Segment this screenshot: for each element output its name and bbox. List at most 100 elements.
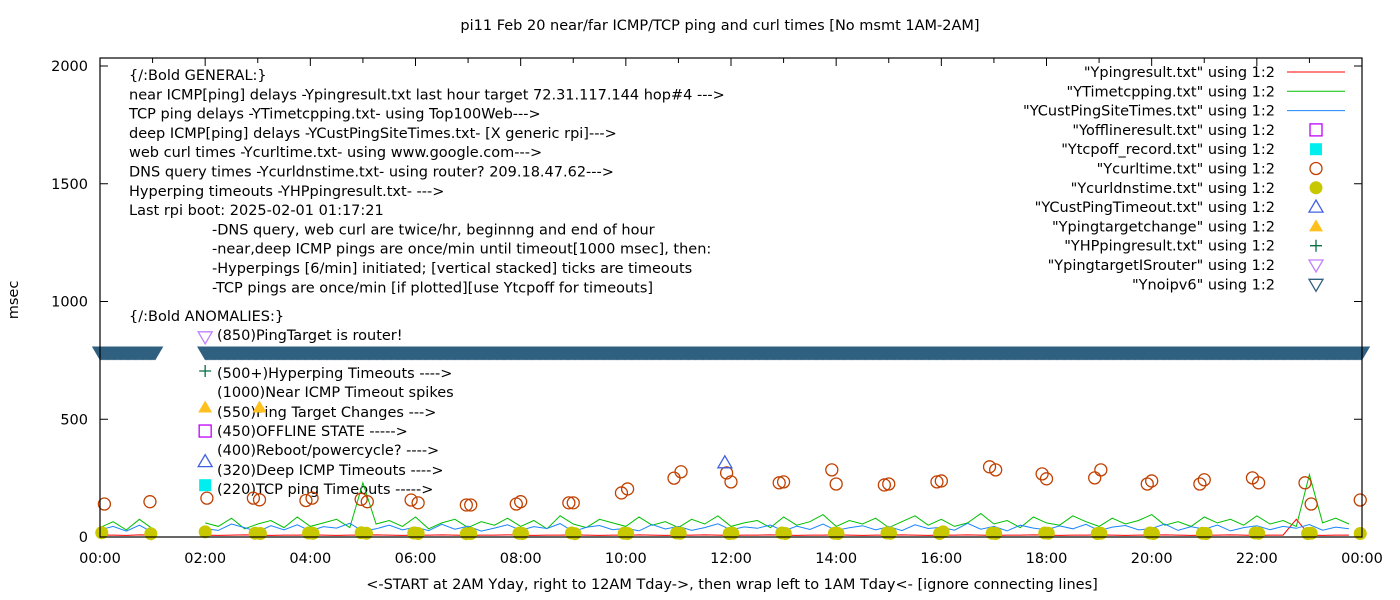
marker-ycurltime-txt-using-1-2 [825, 463, 839, 477]
y-tick-label: 1000 [51, 295, 88, 311]
annotation-anomaly: (850)PingTarget is router! [217, 328, 403, 344]
marker-ycurltime-txt-using-1-2 [97, 497, 112, 511]
x-tick-label: 00:00 [79, 551, 121, 567]
marker-ycurldnstime-txt-using-1-2 [1252, 526, 1266, 540]
annotation-anomaly: (1000)Near ICMP Timeout spikes [217, 385, 454, 401]
marker-ycurldnstime-txt-using-1-2 [1353, 526, 1367, 540]
legend-marker-sample [1307, 198, 1325, 213]
annotation-note: -Hyperpings [6/min] initiated; [vertical… [212, 261, 692, 277]
marker-ycurldnstime-txt-using-1-2 [1304, 526, 1318, 540]
marker-ycustpingtimeout-txt-using-1-2 [197, 453, 214, 468]
annotation-general: {/:Bold GENERAL:} [129, 68, 267, 84]
legend-marker-sample [1307, 278, 1325, 293]
marker-ycurldnstime-txt-using-1-2 [198, 525, 212, 539]
annotation-anomalies-heading: {/:Bold ANOMALIES:} [129, 309, 284, 325]
marker-ycurltime-txt-using-1-2 [464, 498, 478, 512]
annotation-anomaly: (220)TCP ping Timeouts -----> [217, 482, 433, 498]
legend-label: "Ycurldnstime.txt" using 1:2 [1071, 181, 1275, 197]
annotation-note: -TCP pings are once/min [if plotted][use… [212, 280, 653, 296]
annotation-anomaly: (550)Ping Target Changes ---> [217, 405, 436, 421]
annotation-general: TCP ping delays -YTimetcpping.txt- using… [128, 107, 541, 123]
marker-ycurldnstime-txt-using-1-2 [515, 526, 529, 540]
marker-ycurltime-txt-using-1-2 [1197, 473, 1211, 487]
marker-ycurltime-txt-using-1-2 [934, 474, 948, 488]
legend-label: "Ynoipv6" using 1:2 [1132, 277, 1275, 293]
marker-ypingtargetchange-using-1-2 [252, 400, 267, 413]
marker-ycurldnstime-txt-using-1-2 [306, 526, 320, 540]
legend-label: "Ypingresult.txt" using 1:2 [1084, 65, 1275, 81]
marker-ycurldnstime-txt-using-1-2 [411, 526, 425, 540]
marker-ycurldnstime-txt-using-1-2 [1199, 526, 1213, 540]
marker-ycurltime-txt-using-1-2 [1298, 476, 1312, 490]
marker-ycurltime-txt-using-1-2 [252, 493, 267, 507]
legend-label: "YCustPingSiteTimes.txt" using 1:2 [1023, 104, 1275, 120]
legend-label: "YTimetcpping.txt" using 1:2 [1067, 84, 1275, 100]
annotation-general: DNS query times -Ycurldnstime.txt- using… [129, 165, 614, 181]
marker-ycurltime-txt-using-1-2 [1039, 472, 1054, 486]
marker-ynoipv6-using-1-2 [147, 346, 164, 361]
plot-area: 0 500 1000 1500 2000 00:00 02:00 04:00 06:00 08:0… [51, 58, 1383, 567]
marker-ycurltime-txt-using-1-2 [719, 466, 734, 480]
marker-ycurltime-txt-using-1-2 [674, 465, 688, 479]
marker-ycurldnstime-txt-using-1-2 [1094, 526, 1108, 540]
marker-ycurltime-txt-using-1-2 [989, 463, 1003, 477]
annotation-anomaly: (450)OFFLINE STATE -----> [217, 424, 408, 440]
legend-marker-sample [1309, 181, 1323, 195]
marker-ycurltime-txt-using-1-2 [829, 477, 843, 491]
x-tick-label: 10:00 [605, 551, 647, 567]
marker-ycurldnstime-txt-using-1-2 [1041, 526, 1055, 540]
marker-ycurltime-txt-using-1-2 [1353, 493, 1367, 507]
annotation-general: web curl times -Ycurltime.txt- using www… [129, 145, 542, 161]
y-axis-label: msec [6, 281, 22, 320]
marker-ycurltime-txt-using-1-2 [360, 495, 374, 509]
legend-marker-sample [1309, 161, 1323, 176]
marker-ycurltime-txt-using-1-2 [299, 493, 313, 508]
marker-ycurldnstime-txt-using-1-2 [1146, 526, 1160, 540]
marker-ycurltime-txt-using-1-2 [143, 495, 157, 509]
marker-ycurltime-txt-using-1-2 [882, 477, 896, 491]
x-tick-label: 02:00 [184, 551, 226, 567]
y-tick-label: 2000 [51, 59, 88, 75]
annotation-general: Hyperping timeouts -YHPpingresult.txt- -… [129, 184, 444, 200]
marker-ycurltime-txt-using-1-2 [514, 495, 528, 509]
marker-ycurltime-txt-using-1-2 [566, 496, 580, 510]
marker-ycurldnstime-txt-using-1-2 [884, 526, 898, 540]
annotation-note: -near,deep ICMP pings are once/min until… [212, 242, 711, 258]
legend-label: "Ytcpoff_record.txt" using 1:2 [1061, 142, 1275, 158]
legend-marker-sample [1309, 123, 1323, 137]
marker-ycurldnstime-txt-using-1-2 [778, 526, 792, 540]
marker-ycurltime-txt-using-1-2 [459, 498, 473, 512]
marker-ycurltime-txt-using-1-2 [1088, 471, 1102, 485]
legend-label: "Yofflineresult.txt" using 1:2 [1072, 123, 1275, 139]
annotation-anomaly: (400)Reboot/powercycle? ----> [217, 443, 439, 459]
legend-label: "Ycurltime.txt" using 1:2 [1097, 162, 1275, 178]
annotation-anomaly: (500+)Hyperping Timeouts ----> [217, 366, 452, 382]
marker-ytcpoff-record-txt-using-1-2 [199, 479, 212, 492]
legend-marker-sample [1307, 259, 1325, 274]
series-line-ycustpingsitetimes-txt-using-1-2 [99, 522, 1349, 533]
legend-label: "YpingtargetISrouter" using 1:2 [1048, 258, 1275, 274]
plot-frame [99, 57, 1363, 538]
marker-ycurldnstime-txt-using-1-2 [95, 526, 109, 540]
marker-ycurltime-txt-using-1-2 [305, 491, 319, 505]
marker-ycustpingtimeout-txt-using-1-2 [716, 454, 733, 469]
marker-ycurldnstime-txt-using-1-2 [144, 527, 158, 541]
marker-ycurltime-txt-using-1-2 [772, 476, 786, 490]
chart-title: pi11 Feb 20 near/far ICMP/TCP ping and c… [460, 18, 979, 34]
marker-ycurltime-txt-using-1-2 [1193, 477, 1207, 491]
y-tick-label: 0 [79, 530, 88, 546]
x-tick-label: 06:00 [395, 551, 437, 567]
marker-ycurltime-txt-using-1-2 [620, 482, 635, 496]
series-line-ytimetcpping-txt-using-1-2 [99, 472, 1350, 531]
marker-ycurltime-txt-using-1-2 [724, 475, 738, 489]
marker-ypingtargetchange-using-1-2 [198, 400, 213, 413]
legend: "Ypingresult.txt" using 1:2 "YTimetcpping… [1023, 65, 1345, 293]
marker-ycurldnstime-txt-using-1-2 [464, 526, 478, 540]
legend-label: "Ypingtargetchange" using 1:2 [1052, 219, 1275, 235]
x-tick-label: 14:00 [815, 551, 857, 567]
x-tick-label: 22:00 [1236, 551, 1278, 567]
marker-ycurldnstime-txt-using-1-2 [568, 527, 582, 541]
legend-marker-sample [1309, 219, 1323, 232]
marker-ycurldnstime-txt-using-1-2 [831, 526, 845, 540]
